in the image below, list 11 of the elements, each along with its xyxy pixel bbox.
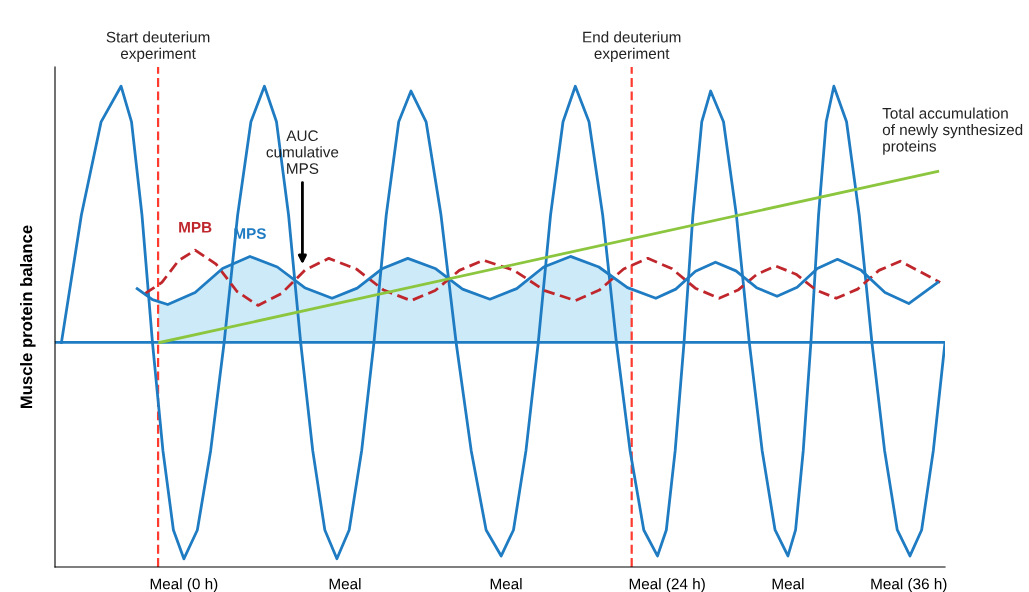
ref-line-label: Start deuterium experiment [106,31,210,62]
x-tick-label: Meal (0 h) [150,578,218,592]
ref-line-label: End deuterium experiment [583,31,681,62]
x-tick-label: Meal [329,578,361,590]
x-tick-label: Meal [772,578,804,590]
x-tick-label: Meal (24 h) [629,578,705,592]
annotation: Total accumulation of newly synthesized proteins [882,107,1023,155]
series-label: MPB [179,222,212,233]
x-tick-label: Meal [490,578,522,590]
x-tick-label: Meal (36 h) [871,578,947,592]
y-axis-title: Muscle protein balance [20,225,36,409]
